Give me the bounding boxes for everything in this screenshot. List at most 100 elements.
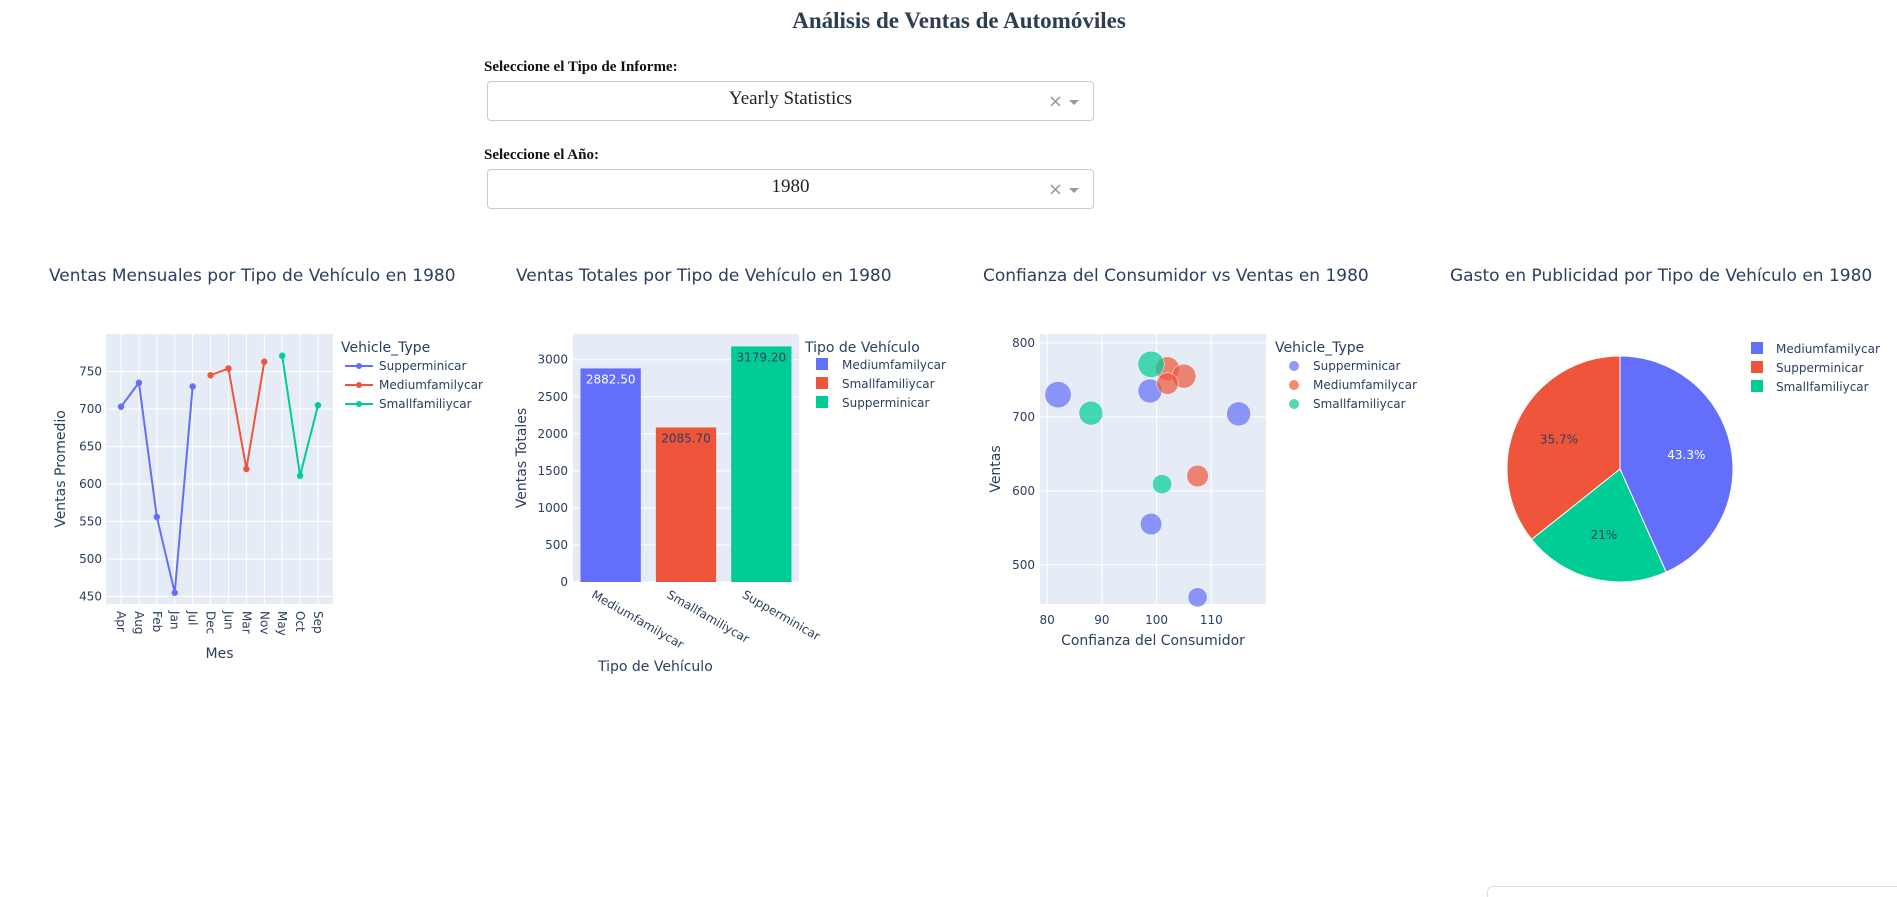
year-clear-icon[interactable]: ×	[1047, 179, 1063, 200]
x-tick-label: May	[275, 611, 289, 636]
legend-marker	[1289, 361, 1299, 371]
y-tick-label: 750	[79, 365, 102, 379]
legend-label: Smallfamiliycar	[842, 377, 935, 391]
data-point	[261, 358, 268, 365]
bar	[655, 427, 717, 582]
x-tick-label: Oct	[293, 611, 307, 632]
scatter-plot-area	[1040, 334, 1266, 604]
legend-label: Mediumfamilycar	[379, 378, 483, 392]
x-tick-label: Nov	[257, 611, 271, 634]
chevron-down-icon[interactable]	[1069, 100, 1079, 105]
legend-label: Supperminicar	[1776, 361, 1863, 375]
y-tick-label: 700	[79, 402, 102, 416]
legend-marker	[1289, 399, 1299, 409]
legend-marker	[356, 363, 362, 369]
x-tick-label: 80	[1039, 613, 1054, 627]
year-label: Seleccione el Año:	[484, 147, 599, 163]
data-point	[243, 465, 250, 473]
scatter-point	[1226, 401, 1251, 427]
y-tick-label: 0	[560, 575, 568, 589]
report-type-clear-icon[interactable]: ×	[1047, 91, 1063, 112]
data-point	[296, 472, 304, 479]
legend-marker	[356, 401, 362, 407]
x-tick-label: 110	[1200, 613, 1223, 627]
bar-chart-title: Ventas Totales por Tipo de Vehículo en 1…	[516, 266, 892, 286]
scatter-point	[1137, 350, 1165, 378]
x-axis-label: Confianza del Consumidor	[1061, 633, 1245, 649]
scatter-point	[1078, 400, 1104, 426]
y-tick-label: 500	[1012, 558, 1035, 572]
legend-label: Smallfamiliycar	[379, 397, 472, 411]
year-dropdown[interactable]: 1980 ×	[487, 169, 1094, 209]
data-point	[135, 379, 143, 386]
data-point	[171, 589, 178, 596]
scatter-point	[1140, 513, 1163, 536]
legend-label: Smallfamiliycar	[1313, 397, 1406, 411]
bar-value-label: 2085.70	[661, 431, 711, 445]
legend-swatch	[1751, 342, 1763, 354]
y-tick-label: 650	[79, 440, 102, 454]
data-point	[207, 372, 214, 379]
pie-value-label: 21%	[1591, 528, 1618, 542]
legend-swatch	[1751, 361, 1763, 373]
y-tick-label: 1000	[537, 501, 568, 515]
x-tick-label: Dec	[204, 611, 218, 634]
legend-marker	[356, 382, 362, 388]
y-axis-label: Ventas Totales	[514, 408, 530, 508]
bar	[731, 346, 792, 582]
pie-value-label: 43.3%	[1667, 448, 1705, 462]
x-tick-label: Sep	[311, 611, 325, 634]
report-type-label: Seleccione el Tipo de Informe:	[484, 59, 678, 75]
legend-title: Tipo de Vehículo	[804, 340, 920, 356]
y-tick-label: 2500	[537, 390, 568, 404]
y-tick-label: 3000	[537, 353, 568, 367]
scatter-point	[1152, 474, 1172, 495]
legend-label: Mediumfamilycar	[1776, 342, 1880, 356]
scatter-point	[1186, 464, 1209, 488]
pie-value-label: 35.7%	[1540, 433, 1578, 447]
scatter-point	[1044, 381, 1072, 409]
x-tick-label: Jan	[168, 610, 182, 630]
x-tick-label: Jun	[221, 610, 235, 630]
bar-value-label: 3179.20	[737, 350, 787, 364]
legend-label: Mediumfamilycar	[1313, 378, 1417, 392]
report-type-dropdown[interactable]: Yearly Statistics ×	[487, 81, 1094, 121]
legend-title: Vehicle_Type	[1275, 340, 1364, 356]
data-point	[189, 383, 196, 390]
y-axis-label: Ventas Promedio	[53, 410, 69, 528]
data-point	[278, 352, 286, 359]
data-point	[153, 513, 161, 521]
series-line	[210, 361, 266, 470]
line-chart-title: Ventas Mensuales por Tipo de Vehículo en…	[49, 266, 456, 286]
y-tick-label: 2000	[537, 427, 568, 441]
x-tick-label: 100	[1145, 613, 1168, 627]
data-point	[117, 403, 125, 410]
x-tick-label: 90	[1094, 613, 1109, 627]
x-tick-label: Apr	[114, 611, 128, 632]
legend-swatch	[816, 377, 828, 389]
bar-value-label: 2882.50	[586, 372, 636, 386]
legend-label: Supperminicar	[842, 396, 929, 410]
pie-slice	[1530, 468, 1667, 583]
page-title: Análisis de Ventas de Automóviles	[792, 8, 1126, 33]
y-tick-label: 500	[79, 552, 102, 566]
legend-label: Smallfamiliycar	[1776, 380, 1869, 394]
x-tick-label: Aug	[132, 611, 146, 634]
y-tick-label: 450	[79, 590, 102, 604]
pie-slice	[1506, 355, 1621, 541]
legend-title: Vehicle_Type	[341, 340, 430, 356]
y-tick-label: 1500	[537, 464, 568, 478]
debug-panel-edge	[1487, 886, 1897, 897]
x-axis-label: Mes	[206, 646, 234, 662]
x-axis-label: Tipo de Vehículo	[597, 659, 713, 675]
data-point	[314, 402, 322, 409]
pie-chart-title: Gasto en Publicidad por Tipo de Vehículo…	[1450, 266, 1873, 286]
chevron-down-icon[interactable]	[1069, 188, 1079, 193]
scatter-point	[1187, 587, 1208, 608]
y-tick-label: 600	[79, 477, 102, 491]
legend-swatch	[816, 396, 828, 408]
y-tick-label: 500	[545, 538, 568, 552]
x-tick-label: Supperminicar	[740, 587, 823, 643]
legend-label: Supperminicar	[379, 359, 466, 373]
